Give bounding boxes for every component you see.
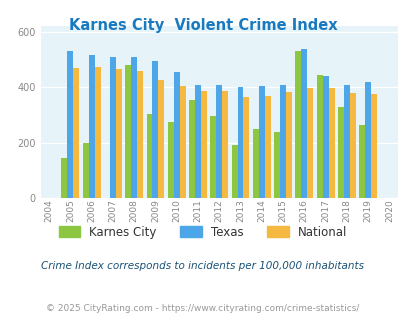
Bar [252, 129, 258, 198]
Bar [179, 86, 185, 198]
Text: Crime Index corresponds to incidents per 100,000 inhabitants: Crime Index corresponds to incidents per… [41, 261, 364, 271]
Bar [307, 87, 313, 198]
Bar [83, 143, 88, 198]
Bar [146, 114, 152, 198]
Bar [343, 84, 349, 198]
Bar [61, 158, 67, 198]
Bar [370, 94, 376, 198]
Bar [243, 97, 249, 198]
Bar [200, 91, 207, 198]
Legend: Karnes City, Texas, National: Karnes City, Texas, National [55, 222, 350, 242]
Bar [125, 65, 131, 198]
Bar [237, 87, 243, 198]
Bar [222, 91, 228, 198]
Bar [285, 92, 291, 198]
Bar [295, 51, 301, 198]
Bar [152, 61, 158, 198]
Text: Karnes City  Violent Crime Index: Karnes City Violent Crime Index [68, 18, 337, 33]
Bar [137, 71, 143, 198]
Bar [364, 82, 370, 198]
Bar [110, 57, 115, 198]
Text: © 2025 CityRating.com - https://www.cityrating.com/crime-statistics/: © 2025 CityRating.com - https://www.city… [46, 304, 359, 313]
Bar [189, 100, 194, 198]
Bar [73, 68, 79, 198]
Bar [167, 122, 173, 198]
Bar [173, 72, 179, 198]
Bar [273, 132, 279, 198]
Bar [158, 80, 164, 198]
Bar [328, 88, 334, 198]
Bar [316, 75, 322, 198]
Bar [88, 55, 94, 198]
Bar [216, 84, 222, 198]
Bar [258, 86, 264, 198]
Bar [210, 116, 216, 198]
Bar [301, 49, 307, 198]
Bar [358, 125, 364, 198]
Bar [67, 51, 73, 198]
Bar [131, 57, 137, 198]
Bar [279, 84, 285, 198]
Bar [337, 107, 343, 198]
Bar [194, 84, 200, 198]
Bar [115, 69, 122, 198]
Bar [94, 67, 100, 198]
Bar [264, 96, 270, 198]
Bar [349, 93, 355, 198]
Bar [322, 76, 328, 198]
Bar [231, 146, 237, 198]
